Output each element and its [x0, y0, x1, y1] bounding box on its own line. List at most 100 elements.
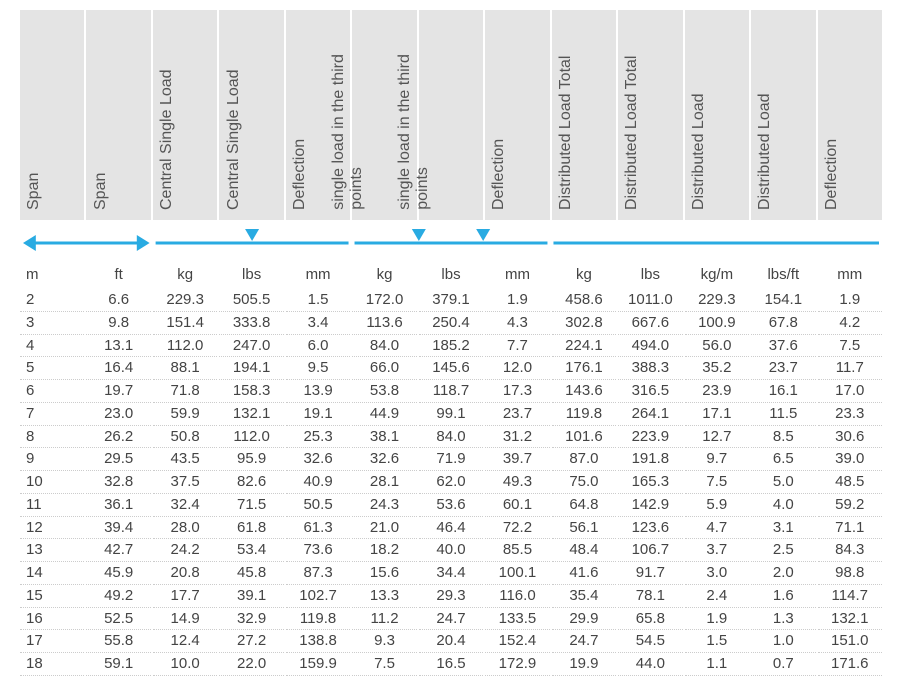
data-cell: 23.7 — [751, 357, 815, 380]
data-cell: 42.7 — [86, 539, 150, 562]
data-cell: 36.1 — [86, 494, 150, 517]
unit-cell: lbs — [219, 256, 283, 289]
column-header: Central Single Load — [219, 10, 283, 220]
data-cell: 72.2 — [485, 517, 549, 540]
data-cell: 29.3 — [419, 585, 483, 608]
data-cell: 29.9 — [552, 608, 616, 631]
data-cell: 458.6 — [552, 289, 616, 312]
data-cell: 17.3 — [485, 380, 549, 403]
data-cell: 56.0 — [685, 335, 749, 358]
data-cell: 54.5 — [618, 630, 682, 653]
data-cell: 172.0 — [352, 289, 416, 312]
data-cell: 113.6 — [352, 312, 416, 335]
data-cell: 223.9 — [618, 426, 682, 449]
data-cell: 158.3 — [219, 380, 283, 403]
data-cell: 8.5 — [751, 426, 815, 449]
data-cell: 73.6 — [286, 539, 350, 562]
data-cell: 2.5 — [751, 539, 815, 562]
data-cell: 119.8 — [286, 608, 350, 631]
data-cell: 40.9 — [286, 471, 350, 494]
data-cell: 35.2 — [685, 357, 749, 380]
data-cell: 65.8 — [618, 608, 682, 631]
column-header: Distributed Load — [685, 10, 749, 220]
data-cell: 494.0 — [618, 335, 682, 358]
column-header-label: single load in the third points — [396, 20, 433, 210]
data-cell: 9.7 — [685, 448, 749, 471]
data-cell: 49.3 — [485, 471, 549, 494]
data-cell: 59.1 — [86, 653, 150, 676]
data-cell: 5.0 — [751, 471, 815, 494]
data-cell: 11 — [20, 494, 84, 517]
data-cell: 17.0 — [818, 380, 882, 403]
data-cell: 16.4 — [86, 357, 150, 380]
data-cell: 0.7 — [751, 653, 815, 676]
data-cell: 56.1 — [552, 517, 616, 540]
data-cell: 143.6 — [552, 380, 616, 403]
data-cell: 84.0 — [419, 426, 483, 449]
data-cell: 4.3 — [485, 312, 549, 335]
data-cell: 151.0 — [818, 630, 882, 653]
data-cell: 23.7 — [485, 403, 549, 426]
unit-cell: mm — [818, 256, 882, 289]
data-cell: 46.4 — [419, 517, 483, 540]
unit-cell: lbs — [419, 256, 483, 289]
column-header-label: Distributed Load — [756, 93, 774, 210]
data-cell: 78.1 — [618, 585, 682, 608]
data-cell: 25.3 — [286, 426, 350, 449]
data-cell: 10.0 — [153, 653, 217, 676]
data-cell: 24.7 — [552, 630, 616, 653]
data-cell: 112.0 — [219, 426, 283, 449]
data-cell: 24.7 — [419, 608, 483, 631]
data-cell: 100.1 — [485, 562, 549, 585]
data-cell: 12.4 — [153, 630, 217, 653]
data-cell: 75.0 — [552, 471, 616, 494]
data-cell: 2 — [20, 289, 84, 312]
data-cell: 53.4 — [219, 539, 283, 562]
data-cell: 132.1 — [818, 608, 882, 631]
data-cell: 41.6 — [552, 562, 616, 585]
column-header-label: Deflection — [490, 139, 508, 210]
column-header-label: single load in the third points — [329, 20, 366, 210]
unit-cell: kg — [552, 256, 616, 289]
data-cell: 45.8 — [219, 562, 283, 585]
data-cell: 16.5 — [419, 653, 483, 676]
data-cell: 2.0 — [751, 562, 815, 585]
data-cell: 84.3 — [818, 539, 882, 562]
data-cell: 379.1 — [419, 289, 483, 312]
data-cell: 7.5 — [352, 653, 416, 676]
data-cell: 9.5 — [286, 357, 350, 380]
data-cell: 3 — [20, 312, 84, 335]
data-cell: 71.9 — [419, 448, 483, 471]
data-cell: 18 — [20, 653, 84, 676]
data-cell: 505.5 — [219, 289, 283, 312]
data-cell: 24.3 — [352, 494, 416, 517]
data-cell: 9.8 — [86, 312, 150, 335]
data-cell: 29.5 — [86, 448, 150, 471]
data-cell: 165.3 — [618, 471, 682, 494]
data-cell: 2.4 — [685, 585, 749, 608]
data-cell: 12 — [20, 517, 84, 540]
data-cell: 302.8 — [552, 312, 616, 335]
data-cell: 224.1 — [552, 335, 616, 358]
data-cell: 48.5 — [818, 471, 882, 494]
data-cell: 247.0 — [219, 335, 283, 358]
column-header-label: Deflection — [291, 139, 309, 210]
data-cell: 66.0 — [352, 357, 416, 380]
data-cell: 1.9 — [818, 289, 882, 312]
unit-cell: lbs/ft — [751, 256, 815, 289]
data-cell: 123.6 — [618, 517, 682, 540]
data-cell: 4 — [20, 335, 84, 358]
data-cell: 39.1 — [219, 585, 283, 608]
data-cell: 50.5 — [286, 494, 350, 517]
data-cell: 40.0 — [419, 539, 483, 562]
data-cell: 48.4 — [552, 539, 616, 562]
data-cell: 11.2 — [352, 608, 416, 631]
data-cell: 1.6 — [751, 585, 815, 608]
data-cell: 119.8 — [552, 403, 616, 426]
data-cell: 20.4 — [419, 630, 483, 653]
data-cell: 194.1 — [219, 357, 283, 380]
data-cell: 14.9 — [153, 608, 217, 631]
data-cell: 3.4 — [286, 312, 350, 335]
data-cell: 176.1 — [552, 357, 616, 380]
data-cell: 9.3 — [352, 630, 416, 653]
